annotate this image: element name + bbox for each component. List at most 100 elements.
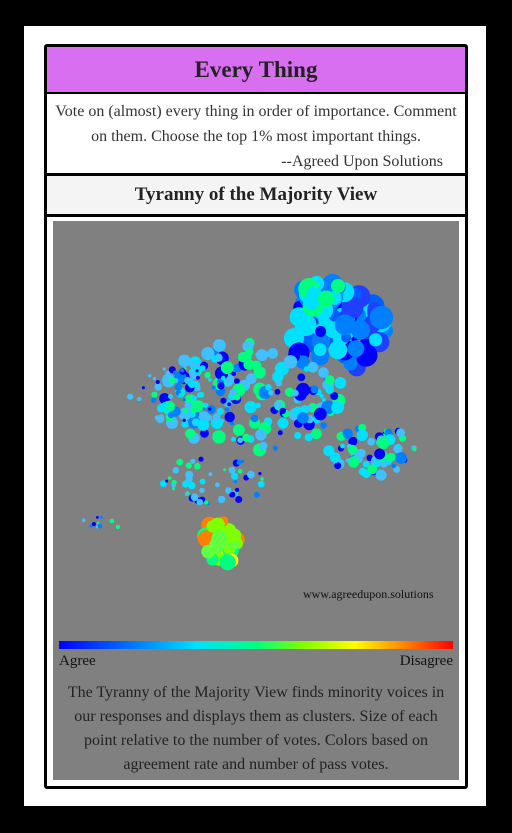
cluster-point[interactable] xyxy=(342,428,353,439)
cluster-point[interactable] xyxy=(190,493,199,502)
cluster-point[interactable] xyxy=(245,348,254,356)
cluster-point[interactable] xyxy=(347,340,365,358)
cluster-point[interactable] xyxy=(97,523,103,529)
cluster-point[interactable] xyxy=(237,468,243,474)
cluster-point[interactable] xyxy=(229,388,237,397)
cluster-point[interactable] xyxy=(199,487,205,493)
cluster-point[interactable] xyxy=(182,418,186,422)
cluster-point[interactable] xyxy=(242,433,251,442)
cluster-point[interactable] xyxy=(199,365,206,372)
cluster-point[interactable] xyxy=(268,390,274,396)
cluster-point[interactable] xyxy=(345,458,350,463)
cluster-point[interactable] xyxy=(369,305,394,330)
cluster-point[interactable] xyxy=(206,520,219,533)
cluster-point[interactable] xyxy=(362,460,370,468)
cluster-point[interactable] xyxy=(202,407,206,411)
cluster-point[interactable] xyxy=(272,371,284,383)
cluster-point[interactable] xyxy=(187,380,196,388)
cluster-point[interactable] xyxy=(235,496,243,503)
cluster-point[interactable] xyxy=(325,385,334,394)
cluster-point[interactable] xyxy=(151,391,158,398)
cluster-point[interactable] xyxy=(227,402,232,407)
cluster-point[interactable] xyxy=(228,466,236,474)
cluster-point[interactable] xyxy=(190,361,197,368)
cluster-point[interactable] xyxy=(236,459,242,465)
cluster-point[interactable] xyxy=(193,418,201,426)
cluster-point[interactable] xyxy=(320,422,327,429)
cluster-point[interactable] xyxy=(386,452,396,462)
cluster-point[interactable] xyxy=(154,383,162,391)
cluster-point[interactable] xyxy=(279,407,286,415)
cluster-point[interactable] xyxy=(224,411,235,423)
cluster-point[interactable] xyxy=(315,326,327,337)
cluster-point[interactable] xyxy=(191,395,197,401)
cluster-point[interactable] xyxy=(237,352,249,363)
cluster-point[interactable] xyxy=(303,293,320,310)
cluster-point[interactable] xyxy=(171,483,176,488)
cluster-point[interactable] xyxy=(220,397,227,404)
cluster-point[interactable] xyxy=(89,524,93,528)
cluster-point[interactable] xyxy=(267,348,278,359)
cluster-point[interactable] xyxy=(274,400,283,409)
cluster-point[interactable] xyxy=(391,463,397,469)
cluster-point[interactable] xyxy=(240,459,245,464)
cluster-point[interactable] xyxy=(96,521,100,525)
cluster-point[interactable] xyxy=(318,367,329,378)
cluster-point[interactable] xyxy=(216,407,224,415)
cluster-point[interactable] xyxy=(233,479,238,484)
cluster-point[interactable] xyxy=(181,420,189,428)
cluster-point[interactable] xyxy=(294,432,302,440)
cluster-point[interactable] xyxy=(215,482,220,488)
cluster-point[interactable] xyxy=(255,402,261,409)
cluster-point[interactable] xyxy=(234,378,240,384)
cluster-point[interactable] xyxy=(313,343,327,356)
cluster-point[interactable] xyxy=(348,456,360,468)
cluster-point[interactable] xyxy=(292,389,299,397)
cluster-point[interactable] xyxy=(168,405,175,412)
cluster-point[interactable] xyxy=(233,424,245,436)
cluster-point[interactable] xyxy=(155,380,160,384)
cluster-point[interactable] xyxy=(334,377,347,389)
cluster-point[interactable] xyxy=(182,398,186,402)
cluster-point[interactable] xyxy=(167,476,172,480)
cluster-point[interactable] xyxy=(230,436,236,442)
cluster-point[interactable] xyxy=(323,445,335,457)
cluster-point[interactable] xyxy=(297,373,306,382)
cluster-point[interactable] xyxy=(200,428,209,438)
cluster-point[interactable] xyxy=(265,384,272,391)
cluster-point[interactable] xyxy=(227,528,242,543)
cluster-point[interactable] xyxy=(168,394,172,398)
cluster-point[interactable] xyxy=(375,469,387,481)
cluster-point[interactable] xyxy=(211,355,219,363)
cluster-point[interactable] xyxy=(188,481,196,490)
cluster-point[interactable] xyxy=(306,405,312,411)
cluster-point[interactable] xyxy=(245,373,257,385)
cluster-point[interactable] xyxy=(357,448,366,458)
cluster-point[interactable] xyxy=(330,452,341,463)
cluster-point[interactable] xyxy=(195,385,201,391)
cluster-point[interactable] xyxy=(204,371,211,379)
cluster-point[interactable] xyxy=(229,491,236,498)
cluster-point[interactable] xyxy=(334,314,356,336)
cluster-point[interactable] xyxy=(396,428,405,438)
cluster-point[interactable] xyxy=(172,487,175,491)
cluster-point[interactable] xyxy=(307,361,319,373)
cluster-point[interactable] xyxy=(212,413,221,422)
cluster-point[interactable] xyxy=(330,392,339,401)
cluster-point[interactable] xyxy=(225,487,232,494)
cluster-point[interactable] xyxy=(208,472,213,477)
cluster-point[interactable] xyxy=(190,405,198,413)
cluster-point[interactable] xyxy=(178,392,184,398)
cluster-point[interactable] xyxy=(184,492,189,497)
cluster-point[interactable] xyxy=(212,430,226,444)
cluster-point[interactable] xyxy=(208,407,212,411)
cluster-point[interactable] xyxy=(303,366,310,372)
cluster-point[interactable] xyxy=(176,458,184,466)
cluster-point[interactable] xyxy=(185,462,192,469)
cluster-point[interactable] xyxy=(358,423,367,432)
cluster-point[interactable] xyxy=(234,487,240,493)
cluster-point[interactable] xyxy=(255,429,267,441)
cluster-point[interactable] xyxy=(172,467,180,474)
cluster-point[interactable] xyxy=(313,407,327,421)
cluster-point[interactable] xyxy=(211,385,216,390)
